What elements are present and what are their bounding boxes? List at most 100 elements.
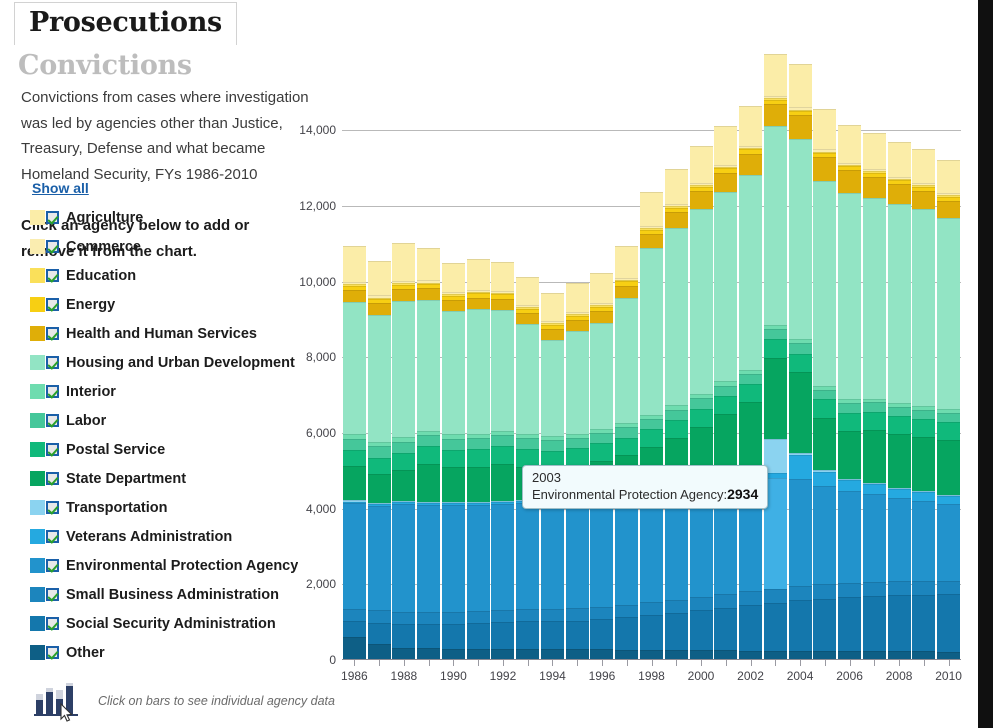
- bar-segment[interactable]: [763, 329, 787, 340]
- bar-segment[interactable]: [441, 502, 465, 504]
- bar-segment[interactable]: [763, 325, 787, 330]
- bar-segment[interactable]: [813, 650, 837, 660]
- bar-segment[interactable]: [491, 502, 515, 505]
- legend-checkbox-icon[interactable]: [46, 443, 59, 456]
- bar-segment[interactable]: [441, 299, 465, 312]
- bar-segment[interactable]: [937, 195, 961, 197]
- legend-checkbox-icon[interactable]: [46, 617, 59, 630]
- bar-segment[interactable]: [813, 471, 837, 486]
- bar-stack[interactable]: [417, 248, 441, 660]
- bar-segment[interactable]: [887, 498, 911, 582]
- bar-stack[interactable]: [615, 246, 639, 660]
- bar-segment[interactable]: [912, 491, 936, 493]
- bar-segment[interactable]: [763, 99, 787, 104]
- bar-segment[interactable]: [739, 373, 763, 385]
- bar-segment[interactable]: [862, 650, 886, 660]
- bar-segment[interactable]: [367, 506, 391, 611]
- bar-segment[interactable]: [417, 611, 441, 624]
- bar-segment[interactable]: [664, 405, 688, 410]
- bar-segment[interactable]: [689, 191, 713, 209]
- bar-segment[interactable]: [466, 503, 490, 506]
- bar-segment[interactable]: [392, 647, 416, 660]
- bar-stack[interactable]: [862, 133, 886, 660]
- bar-stack[interactable]: [763, 54, 787, 660]
- bar-segment[interactable]: [912, 419, 936, 437]
- legend-checkbox-icon[interactable]: [46, 240, 59, 253]
- bar-segment[interactable]: [912, 580, 936, 595]
- bar-segment[interactable]: [912, 492, 936, 502]
- bar-segment[interactable]: [441, 295, 465, 300]
- bar-segment[interactable]: [912, 185, 936, 187]
- bar-segment[interactable]: [788, 453, 812, 455]
- bar-segment[interactable]: [689, 408, 713, 427]
- bar-segment[interactable]: [466, 259, 490, 290]
- bar-segment[interactable]: [689, 146, 713, 184]
- bar-segment[interactable]: [813, 157, 837, 182]
- bar-segment[interactable]: [862, 168, 886, 172]
- legend-item[interactable]: Labor: [30, 406, 320, 435]
- bar-segment[interactable]: [516, 648, 540, 660]
- bar-segment[interactable]: [664, 409, 688, 420]
- bar-segment[interactable]: [788, 371, 812, 454]
- bar-segment[interactable]: [615, 423, 639, 428]
- bar-segment[interactable]: [417, 300, 441, 431]
- bar-segment[interactable]: [639, 248, 663, 415]
- bar-segment[interactable]: [714, 395, 738, 414]
- bar-segment[interactable]: [540, 328, 564, 340]
- bar-segment[interactable]: [516, 277, 540, 305]
- legend-item[interactable]: Other: [30, 638, 320, 667]
- bar-segment[interactable]: [739, 174, 763, 370]
- bar-segment[interactable]: [912, 501, 936, 581]
- bar-segment[interactable]: [491, 435, 515, 447]
- bar-segment[interactable]: [392, 284, 416, 289]
- bar-segment[interactable]: [441, 623, 465, 649]
- bar-segment[interactable]: [937, 495, 961, 505]
- legend-checkbox-icon[interactable]: [46, 414, 59, 427]
- bar-segment[interactable]: [466, 291, 490, 294]
- bar-series-container[interactable]: [342, 54, 961, 660]
- bar-segment[interactable]: [788, 600, 812, 651]
- bar-segment[interactable]: [887, 651, 911, 660]
- bar-segment[interactable]: [417, 435, 441, 447]
- bar-segment[interactable]: [862, 172, 886, 177]
- legend-item[interactable]: Interior: [30, 377, 320, 406]
- bar-segment[interactable]: [639, 418, 663, 429]
- bar-segment[interactable]: [937, 594, 961, 652]
- bar-segment[interactable]: [367, 457, 391, 475]
- bar-segment[interactable]: [664, 206, 688, 208]
- bar-segment[interactable]: [491, 609, 515, 623]
- bar-segment[interactable]: [491, 261, 515, 291]
- bar-segment[interactable]: [565, 608, 589, 621]
- bar-segment[interactable]: [813, 485, 837, 585]
- bar-segment[interactable]: [392, 611, 416, 625]
- bar-segment[interactable]: [813, 399, 837, 418]
- bar-segment[interactable]: [788, 115, 812, 139]
- bar-segment[interactable]: [491, 290, 515, 293]
- bar-segment[interactable]: [937, 192, 961, 196]
- bar-segment[interactable]: [540, 323, 564, 325]
- bar-segment[interactable]: [763, 477, 787, 589]
- bar-segment[interactable]: [491, 622, 515, 649]
- bar-segment[interactable]: [590, 428, 614, 433]
- bar-segment[interactable]: [689, 597, 713, 611]
- bar-segment[interactable]: [813, 151, 837, 154]
- bar-segment[interactable]: [590, 272, 614, 303]
- bar-segment[interactable]: [392, 452, 416, 470]
- bar-segment[interactable]: [937, 409, 961, 414]
- bar-segment[interactable]: [565, 437, 589, 448]
- bar-segment[interactable]: [937, 218, 961, 410]
- bar-segment[interactable]: [565, 649, 589, 660]
- bar-segment[interactable]: [763, 339, 787, 358]
- bar-segment[interactable]: [763, 472, 787, 478]
- bar-segment[interactable]: [912, 149, 936, 183]
- bar-segment[interactable]: [862, 398, 886, 403]
- bar-segment[interactable]: [639, 228, 663, 230]
- bar-segment[interactable]: [342, 501, 366, 504]
- bar-segment[interactable]: [342, 621, 366, 638]
- bar-segment[interactable]: [540, 649, 564, 660]
- bar-segment[interactable]: [441, 611, 465, 624]
- bar-segment[interactable]: [639, 649, 663, 660]
- bar-segment[interactable]: [714, 385, 738, 396]
- bar-segment[interactable]: [466, 438, 490, 449]
- bar-segment[interactable]: [540, 440, 564, 451]
